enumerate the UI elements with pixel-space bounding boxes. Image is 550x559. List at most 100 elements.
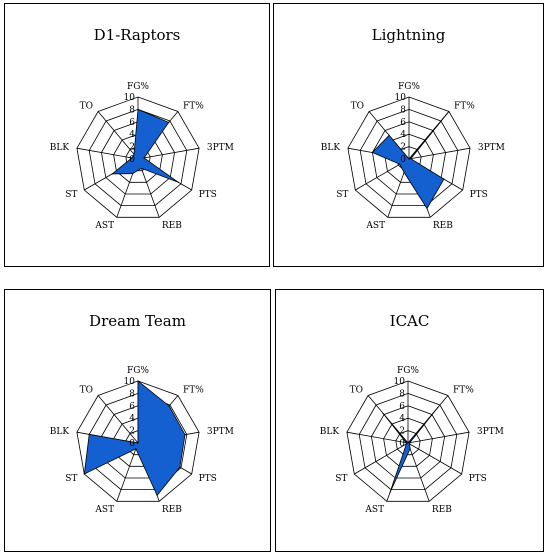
tick-label: 6 [399,402,405,412]
data-point [184,434,186,436]
data-point [399,163,401,165]
data-area [83,380,186,497]
axis-spoke [346,431,409,444]
grid-ring [76,380,200,502]
data-point [426,207,428,210]
axis-label: TO [351,101,364,111]
tick-label: 10 [394,377,406,387]
data-point [135,448,137,450]
grid-ring [88,108,188,207]
tick-label: 4 [400,130,406,140]
axis-label: PTS [199,474,217,484]
chart-title: Dream Team [89,312,186,330]
axis-spoke [407,442,462,475]
data-point [143,157,145,159]
axis-label: ST [65,190,77,200]
data-area [111,108,179,183]
chart-panel-1: D1-Raptors 0 2 4 6 8 10 FG% FT% 3PTM PTS REB AST ST B… [4,3,270,267]
axis-label: TO [80,101,93,111]
axis-label: BLK [320,427,340,437]
data-point [156,494,158,496]
tick-label: 2 [129,143,135,153]
grid-ring [359,108,459,207]
tick-label: 10 [124,93,136,103]
data-point [409,443,411,445]
axis-spoke [116,442,139,502]
grid-ring [76,96,200,218]
data-point [410,158,412,160]
data-point [111,173,113,175]
grid-ring [370,405,446,479]
tick-label: 8 [129,389,135,399]
axis-spoke [354,442,409,475]
grid-ring [358,392,458,491]
tick-label: 0 [399,439,405,449]
axis-label: ST [335,474,347,484]
grid-ring [88,392,188,491]
axis-spoke [408,147,471,160]
chart-title: Lightning [371,26,446,44]
data-point [179,466,181,468]
tick-label: 10 [124,377,136,387]
data-point [132,173,134,175]
data-point [371,151,373,154]
axis-label: BLK [50,143,70,153]
axis-label: FT% [183,101,204,111]
axis-spoke [97,395,139,444]
data-point [443,178,445,180]
data-point [388,134,390,136]
axis-label: REB [433,221,453,231]
axis-label: ST [65,474,77,484]
axis-label: PTS [469,474,487,484]
data-point [137,442,139,444]
data-point [448,110,450,113]
data-point [83,473,85,475]
grid-ring [347,96,471,218]
axis-label: 3PTM [207,427,234,437]
data-point [405,443,407,445]
data-point [405,442,407,444]
axis-label: FT% [453,385,474,395]
data-area [382,407,439,493]
axis-label: TO [80,385,93,395]
data-point [437,406,439,408]
axis-label: 3PTM [207,143,234,153]
axis-label: AST [94,221,114,231]
tick-label: 4 [129,130,135,140]
data-area [371,111,450,210]
data-point [409,442,411,444]
grid-ring [383,417,433,467]
axis-label: FG% [398,82,420,92]
chart-panel-2: Lightning 0 2 4 6 8 10 FG% FT% 3PTM PTS REB AST ST BL… [273,3,544,267]
axis-label: REB [432,505,452,515]
data-point [140,167,142,169]
axis-label: ST [336,190,348,200]
tick-label: 6 [129,402,135,412]
tick-label: 8 [400,105,406,115]
chart-panel-4: ICAC 0 2 4 6 8 10 FG% FT% 3PTM PTS REB AST ST BLK TO [275,289,544,552]
chart-title: ICAC [389,312,430,330]
tick-label: 8 [399,389,405,399]
tick-label: 2 [400,143,406,153]
axis-label: AST [364,505,384,515]
data-point [409,448,411,450]
tick-label: 4 [129,414,135,424]
tick-label: 4 [399,414,405,424]
tick-label: 0 [400,155,406,165]
chart-title: D1-Raptors [93,26,181,44]
axis-label: AST [94,505,114,515]
grid-ring [346,380,470,502]
axis-label: FG% [127,366,149,376]
axis-label: PTS [199,190,217,200]
tick-label: 0 [129,155,135,165]
axis-label: 3PTM [477,427,504,437]
axis-label: BLK [321,143,341,153]
data-point [403,171,405,173]
data-point [382,413,384,415]
tick-label: 2 [399,427,405,437]
axis-label: REB [162,505,182,515]
tick-label: 6 [400,118,406,128]
